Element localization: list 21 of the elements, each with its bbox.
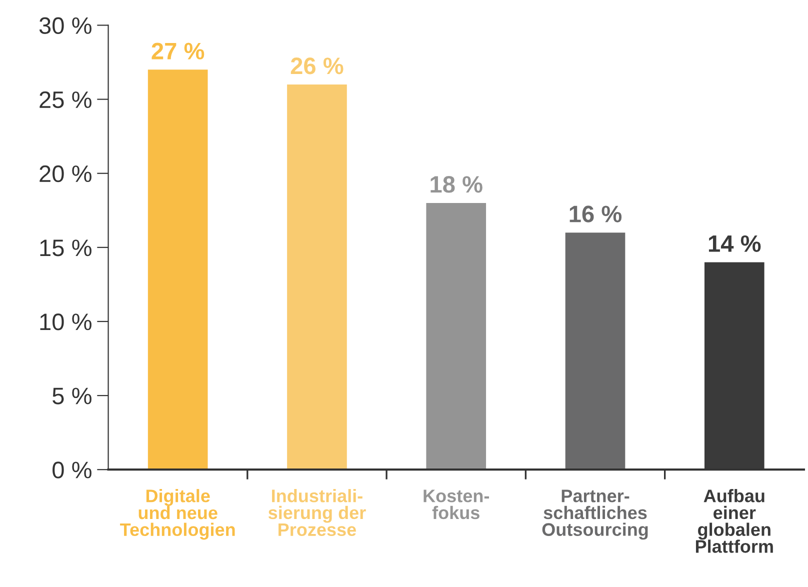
y-tick-label: 10 % <box>40 314 92 330</box>
x-tick-label: Partner- schaftliches Outsourcing <box>542 490 648 540</box>
y-tick-label: 25 % <box>40 91 92 108</box>
bar <box>148 70 208 470</box>
y-tick-label: 0 % <box>52 462 92 478</box>
data-label: 26 % <box>290 58 344 74</box>
y-tick-label: 20 % <box>40 165 92 182</box>
y-tick-label: 15 % <box>40 240 92 256</box>
bar <box>287 84 347 470</box>
data-label: 18 % <box>430 176 482 193</box>
bar <box>565 232 626 470</box>
y-tick-label: 30 % <box>39 17 92 34</box>
data-label: 16 % <box>570 206 622 222</box>
x-tick-label: Industriali- sierung der Prozesse <box>268 489 366 536</box>
x-tick-label: Aufbau einer globalen Plattform <box>696 489 773 553</box>
data-label: 27 % <box>152 42 204 60</box>
data-label: 14 % <box>708 235 761 252</box>
x-tick-label: Kosten- fokus <box>424 490 489 520</box>
y-tick-label: 5 % <box>52 388 92 404</box>
x-tick-label: Digitale und neue Technologien <box>120 489 235 540</box>
bar <box>426 202 486 470</box>
